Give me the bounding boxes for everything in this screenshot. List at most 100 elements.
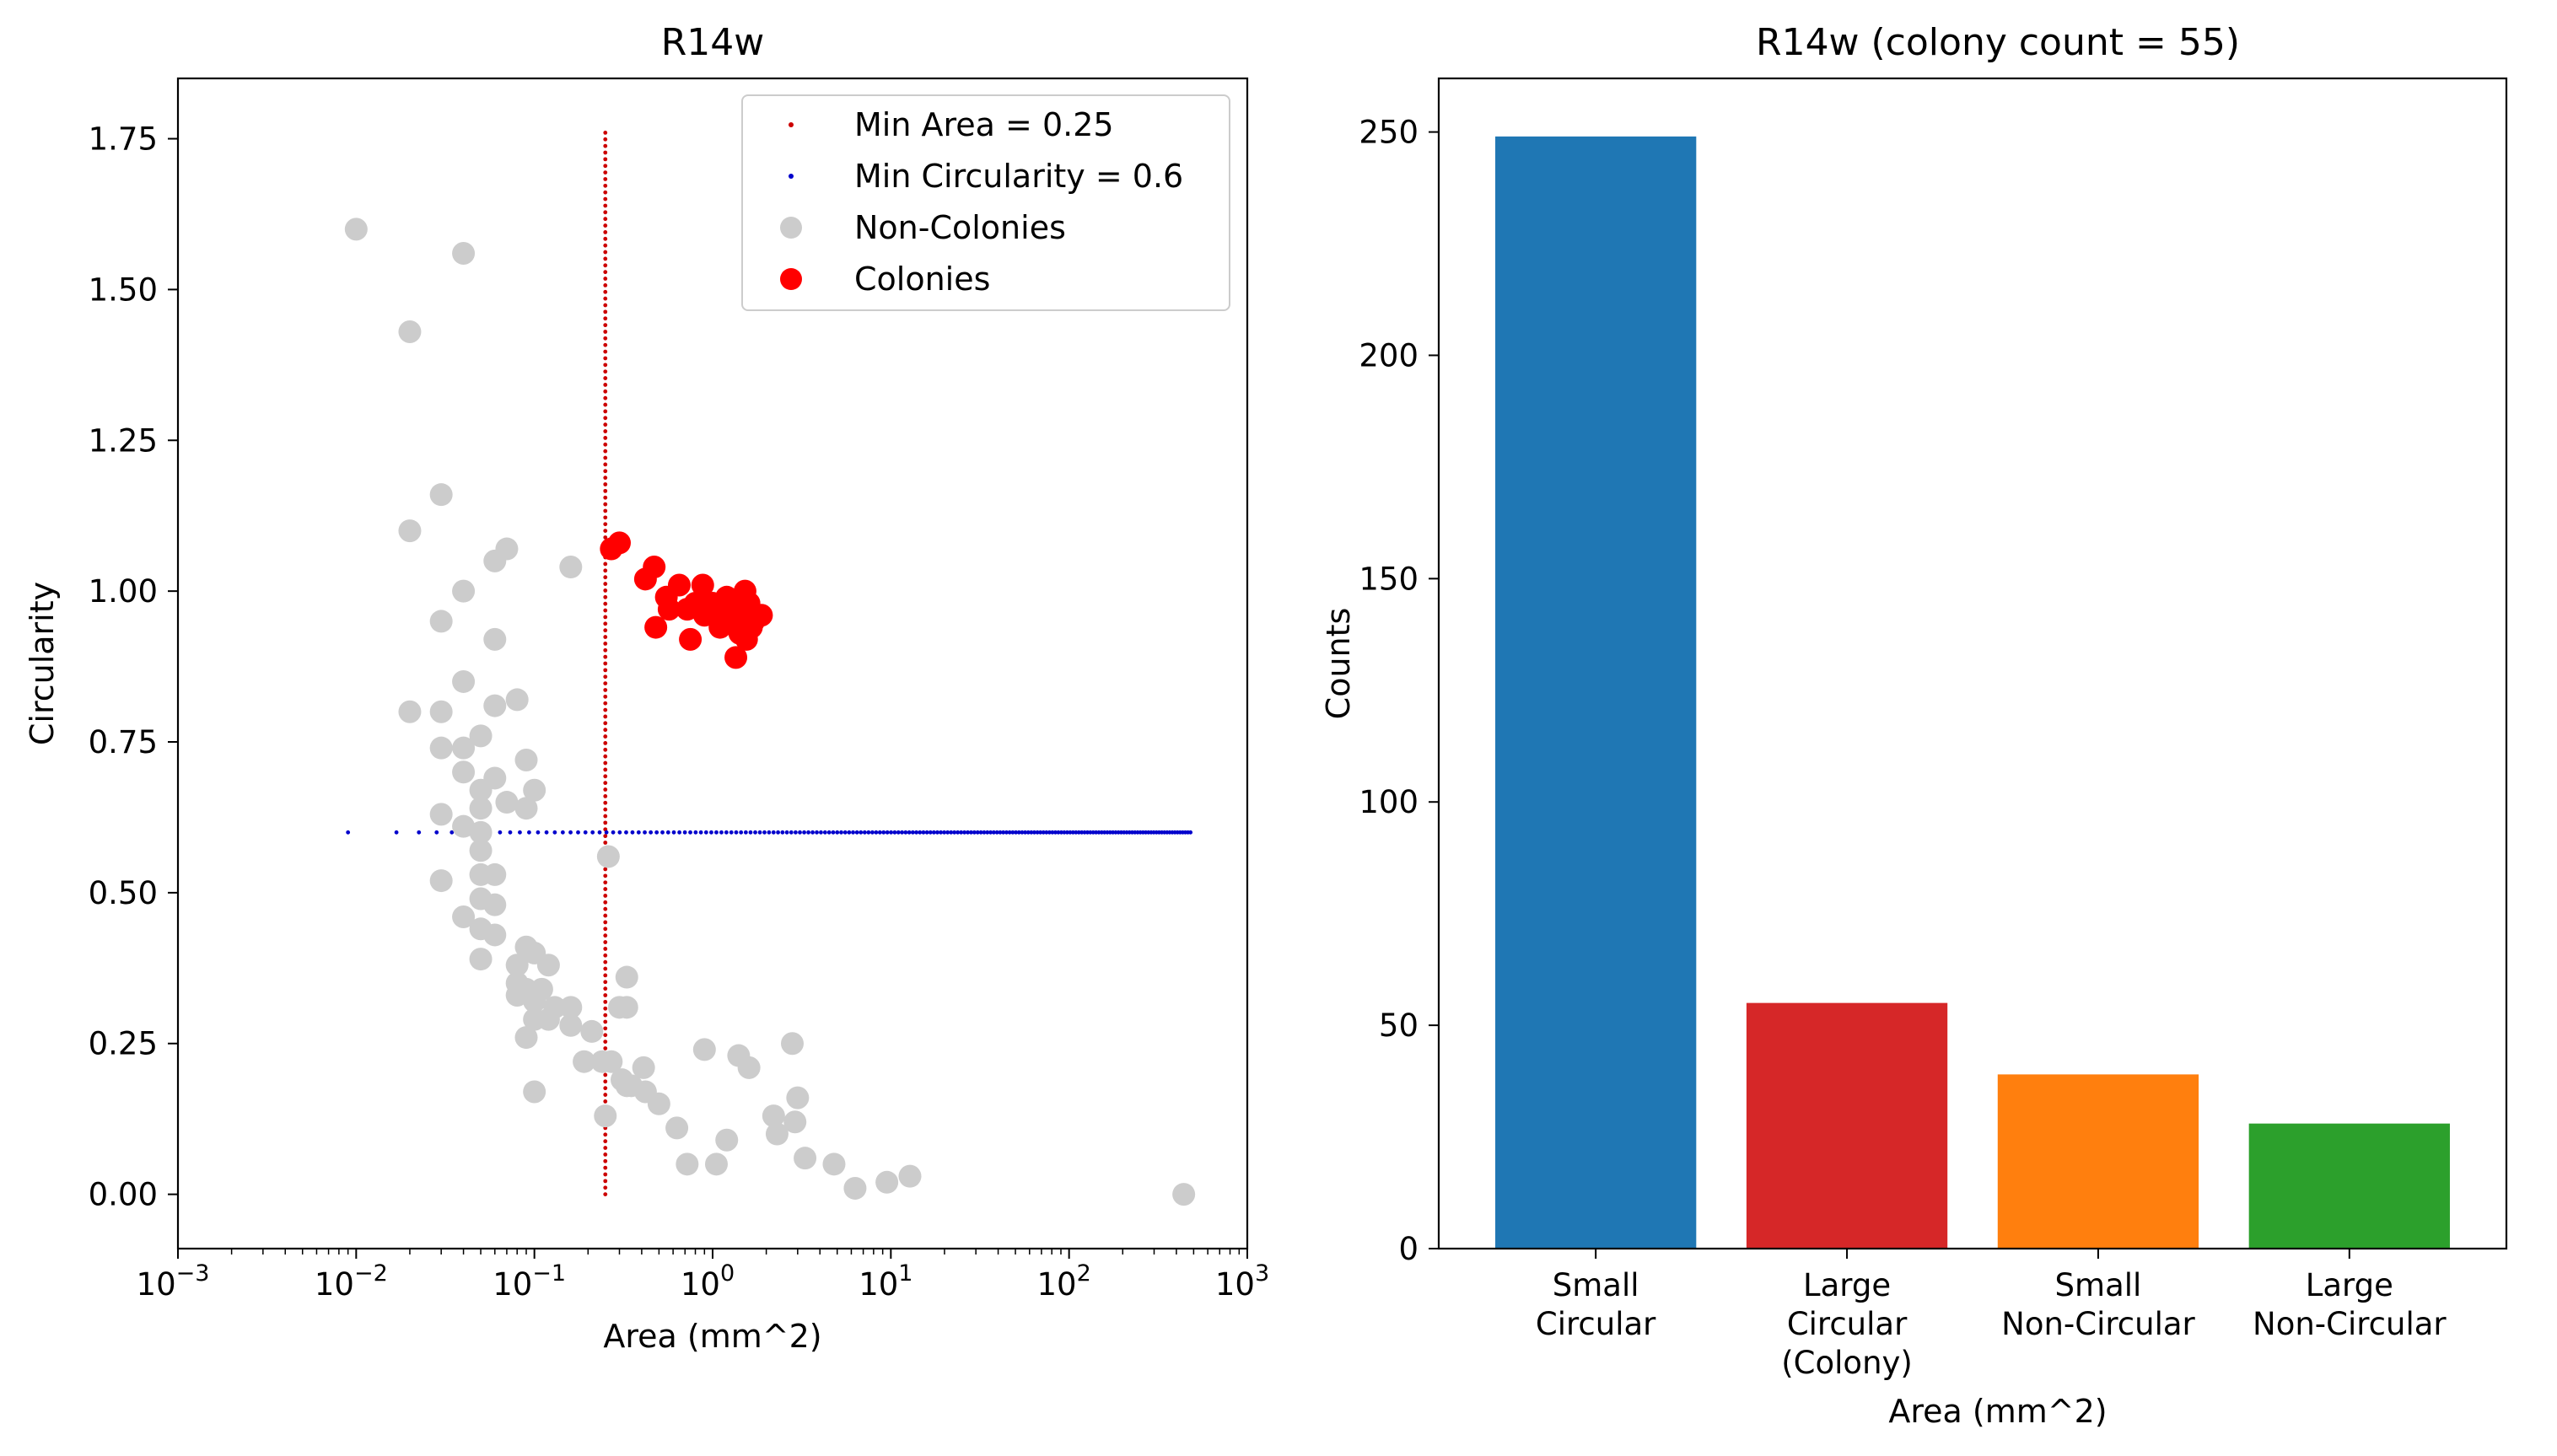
non-colony-point: [559, 1013, 583, 1037]
min-circularity-dot: [815, 830, 819, 835]
legend-min-circularity-label: Min Circularity = 0.6: [854, 158, 1183, 195]
bar-y-tick-label: 200: [1359, 337, 1418, 373]
min-circularity-dot: [789, 830, 794, 835]
scatter-legend: Min Area = 0.25 Min Circularity = 0.6 No…: [741, 94, 1230, 311]
min-circularity-dot: [544, 830, 549, 835]
min-area-dot: [603, 734, 608, 739]
non-colony-point: [469, 724, 493, 748]
x-tick-label: 100: [681, 1260, 735, 1303]
min-area-dot: [603, 1019, 608, 1024]
bar-y-axis-label: Counts: [1320, 608, 1357, 720]
min-area-dot: [603, 754, 608, 759]
min-circularity-dot: [975, 830, 980, 835]
min-circularity-dot: [1188, 830, 1193, 835]
min-circularity-dot: [842, 830, 848, 835]
min-area-dot: [603, 1139, 608, 1144]
non-colony-point: [398, 320, 422, 343]
y-tick-label: 1.25: [89, 422, 158, 459]
non-colony-point: [469, 797, 493, 820]
min-circularity-dot: [703, 830, 708, 835]
non-colony-point: [429, 483, 453, 507]
min-area-dot: [603, 694, 608, 699]
min-circularity-dot: [1099, 830, 1104, 835]
min-area-dot: [603, 402, 608, 407]
min-circularity-dot: [590, 830, 595, 835]
min-circularity-dot: [962, 830, 967, 835]
min-area-dot: [603, 873, 608, 878]
non-colony-point: [469, 820, 493, 844]
min-area-dot: [603, 701, 608, 706]
bar-category-label: Large Non-Circular: [2253, 1267, 2447, 1342]
min-circularity-dot: [719, 830, 724, 835]
x-tick-exponent: −3: [176, 1260, 210, 1287]
min-circularity-dot: [819, 830, 823, 835]
min-circularity-dot: [1053, 830, 1058, 835]
bar-category-label-line: Circular: [1787, 1306, 1908, 1342]
x-tick-exponent: 1: [898, 1260, 912, 1287]
colony-point: [600, 537, 623, 561]
min-area-dot: [603, 522, 608, 527]
min-circularity-dot: [998, 830, 1003, 835]
min-circularity-dot: [859, 830, 864, 835]
min-area-dot: [603, 416, 608, 421]
min-circularity-dot: [969, 830, 973, 835]
min-circularity-dot: [942, 830, 947, 835]
min-area-dot: [603, 628, 608, 633]
min-circularity-dot: [889, 830, 893, 835]
non-colony-point: [676, 1152, 699, 1176]
min-circularity-dot: [665, 830, 670, 835]
min-circularity-threshold-line: [346, 830, 1193, 835]
bar-x-axis-label: Area (mm^2): [1888, 1393, 2107, 1430]
min-circularity-dot: [1096, 830, 1101, 835]
min-circularity-dot: [885, 830, 890, 835]
non-colony-point: [1172, 1183, 1196, 1206]
non-colony-point: [505, 688, 529, 712]
min-area-dot: [603, 894, 608, 898]
bar-category-label-line: Non-Circular: [2253, 1306, 2447, 1342]
non-colony-point: [514, 748, 538, 771]
bar-layer: [1495, 136, 2450, 1249]
min-circularity-dot: [831, 830, 836, 835]
min-area-dot: [603, 1165, 608, 1170]
min-area-dot: [603, 741, 608, 745]
min-area-dot: [603, 1046, 608, 1050]
min-circularity-dot: [757, 830, 762, 835]
y-tick-label: 0.00: [89, 1177, 158, 1213]
min-area-dot: [603, 781, 608, 786]
min-circularity-dot: [1016, 830, 1021, 835]
small-circular-bar: [1495, 136, 1697, 1249]
min-area-dot: [603, 250, 608, 255]
min-area-dot: [603, 647, 608, 653]
min-circularity-dot: [748, 830, 753, 835]
non-colony-point: [692, 1038, 716, 1061]
min-area-dot: [603, 170, 608, 175]
non-colony-point: [523, 990, 546, 1013]
min-area-dot: [603, 330, 608, 334]
min-circularity-dot: [714, 830, 719, 835]
min-area-dot: [603, 561, 608, 567]
non-colony-point: [762, 1104, 785, 1128]
min-area-dot: [603, 582, 608, 586]
min-circularity-dot: [449, 830, 455, 835]
min-circularity-dot: [869, 830, 875, 835]
min-area-dot: [603, 787, 608, 792]
min-circularity-dot: [1113, 830, 1118, 835]
non-colony-point: [875, 1170, 899, 1194]
min-circularity-dot: [862, 830, 867, 835]
non-colony-point: [398, 519, 422, 543]
min-circularity-dot: [688, 830, 692, 835]
scatter-chart-title: R14w: [661, 21, 765, 64]
min-circularity-dot: [576, 830, 580, 835]
min-circularity-dot: [709, 830, 713, 835]
min-area-dot: [603, 1132, 608, 1137]
non-colony-point: [452, 579, 476, 603]
min-area-dot: [603, 820, 608, 825]
min-area-dot: [603, 973, 608, 978]
min-area-dot: [603, 316, 608, 321]
min-circularity-dot: [949, 830, 954, 835]
non-colony-point: [780, 1032, 804, 1056]
min-area-dot: [603, 933, 608, 938]
min-area-dot: [603, 177, 608, 181]
min-circularity-dot: [649, 830, 654, 835]
